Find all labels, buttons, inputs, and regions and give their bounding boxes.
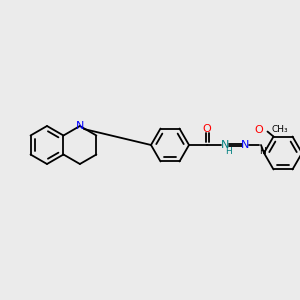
- Text: O: O: [202, 124, 211, 134]
- Text: H: H: [225, 146, 231, 155]
- Text: H: H: [259, 146, 266, 155]
- Text: O: O: [255, 124, 263, 134]
- Text: N: N: [221, 140, 229, 150]
- Text: CH₃: CH₃: [272, 125, 288, 134]
- Text: N: N: [241, 140, 249, 150]
- Text: N: N: [76, 121, 84, 131]
